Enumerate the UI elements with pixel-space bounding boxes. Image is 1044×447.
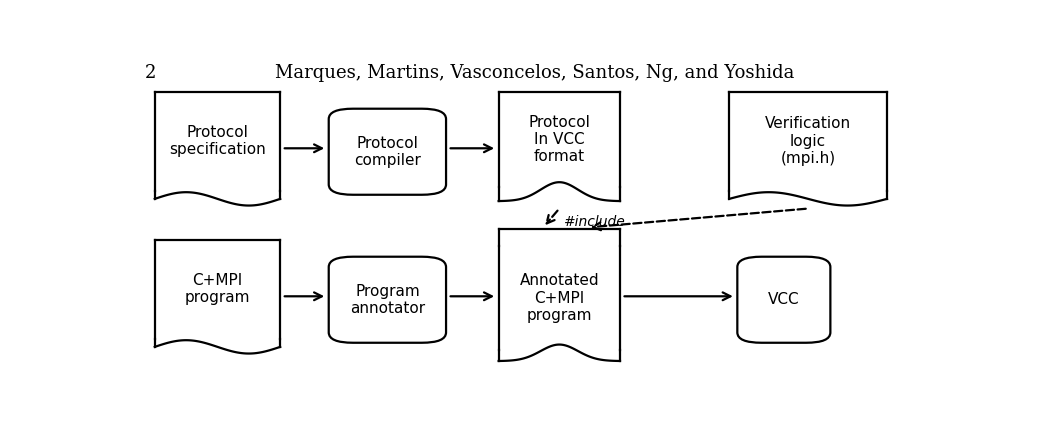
Text: 2: 2 [145, 64, 157, 82]
FancyBboxPatch shape [329, 109, 446, 195]
Text: VCC: VCC [768, 292, 800, 307]
Bar [499, 246, 620, 350]
Bar [729, 92, 887, 191]
Text: Marques, Martins, Vasconcelos, Santos, Ng, and Yoshida: Marques, Martins, Vasconcelos, Santos, N… [276, 64, 794, 82]
Text: Protocol
In VCC
format: Protocol In VCC format [528, 114, 590, 164]
Text: Protocol
specification: Protocol specification [169, 125, 266, 157]
Text: Annotated
C+MPI
program: Annotated C+MPI program [520, 273, 599, 323]
Text: Verification
logic
(mpi.h): Verification logic (mpi.h) [765, 116, 851, 166]
Bar [155, 92, 280, 191]
Text: #include: #include [564, 215, 625, 229]
Bar [499, 92, 620, 187]
FancyBboxPatch shape [737, 257, 830, 343]
Text: Protocol
compiler: Protocol compiler [354, 135, 421, 168]
Text: Program
annotator: Program annotator [350, 283, 425, 316]
Bar [155, 240, 280, 339]
Text: C+MPI
program: C+MPI program [185, 273, 251, 305]
FancyBboxPatch shape [329, 257, 446, 343]
